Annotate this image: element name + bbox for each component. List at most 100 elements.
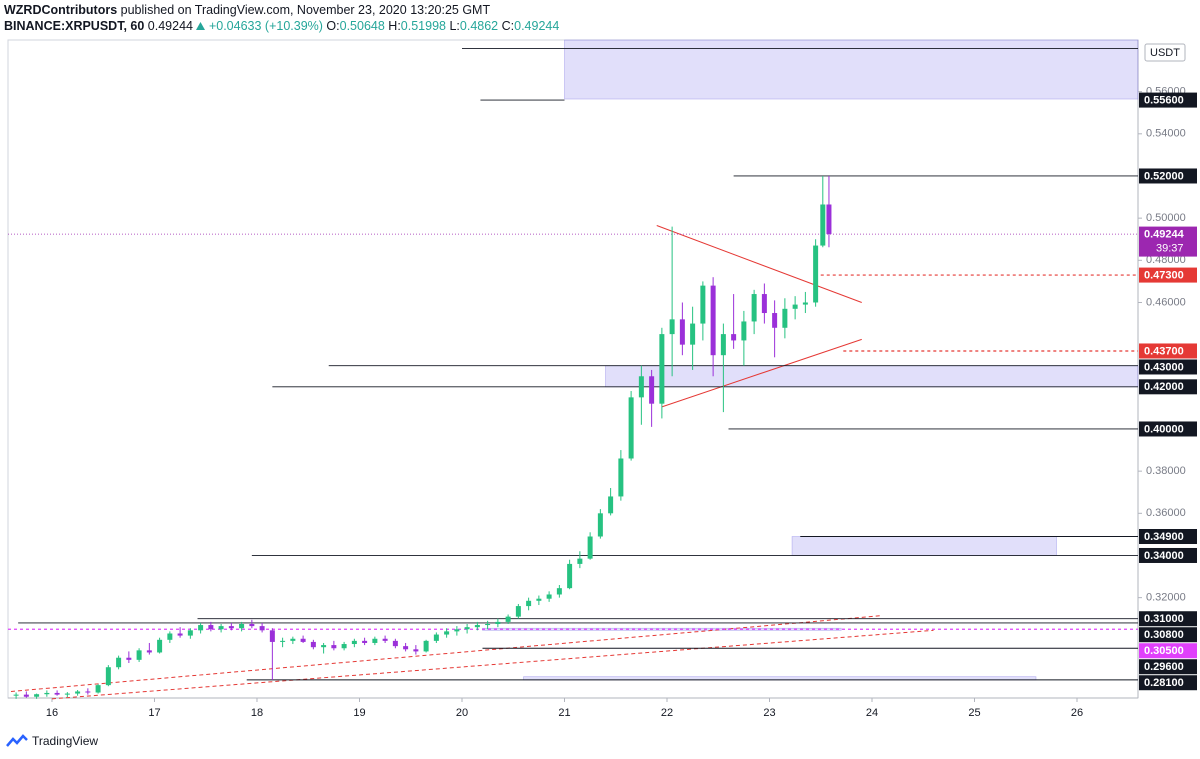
candle-body <box>454 629 460 632</box>
ohlc-label: L: <box>449 19 460 33</box>
level-label: 0.47300 <box>1144 269 1184 281</box>
candle-body <box>618 458 624 497</box>
candle-body <box>392 640 398 647</box>
candle-body <box>782 308 788 328</box>
candle-body <box>280 640 286 642</box>
x-tick-label: 20 <box>456 707 468 719</box>
level-label: 0.28100 <box>1144 677 1184 689</box>
level-label: 0.55600 <box>1144 94 1184 106</box>
x-tick-label: 26 <box>1071 707 1083 719</box>
candle-body <box>34 694 40 697</box>
candle-body <box>351 640 357 645</box>
y-tick-label: 0.50000 <box>1146 212 1186 224</box>
y-tick-label: 0.32000 <box>1146 592 1186 604</box>
trendline <box>51 629 934 700</box>
last-price: 0.49244 <box>147 19 193 33</box>
candle-body <box>64 693 70 695</box>
zone <box>605 365 1139 388</box>
y-tick-label: 0.36000 <box>1146 507 1186 519</box>
candle-body <box>577 558 583 564</box>
x-tick-label: 19 <box>353 707 365 719</box>
level-label: 0.42000 <box>1144 381 1184 393</box>
candle-body <box>187 630 193 636</box>
candle-body <box>546 594 552 599</box>
up-arrow <box>196 22 206 30</box>
countdown: 39:37 <box>1156 242 1184 254</box>
candle-body <box>628 397 634 459</box>
symbol: BINANCE:XRPUSDT, 60 <box>4 19 145 33</box>
level-label: 0.43000 <box>1144 361 1184 373</box>
candle-body <box>761 294 767 314</box>
ohlc: O:0.50648 H:0.51998 L:0.4862 C:0.49244 <box>326 19 559 33</box>
level-label-bg <box>1139 547 1197 563</box>
y-tick-label: 0.54000 <box>1146 128 1186 140</box>
change: +0.04633 (+10.39%) <box>208 19 323 33</box>
level-label: 0.52000 <box>1144 170 1184 182</box>
logo <box>6 734 28 747</box>
candle-body <box>433 634 439 641</box>
candle-body <box>75 691 81 694</box>
level-label-bg <box>1139 421 1197 437</box>
candle-body <box>792 304 798 309</box>
level-label: 0.29600 <box>1144 661 1184 673</box>
candle-body <box>331 645 337 649</box>
x-tick-label: 23 <box>763 707 775 719</box>
candle-body <box>690 323 696 345</box>
candle-body <box>13 694 19 696</box>
candle-body <box>649 376 655 404</box>
price-label-bg <box>1139 226 1197 257</box>
level-label: 0.40000 <box>1144 423 1184 435</box>
candle-body <box>413 649 419 652</box>
candle-body <box>710 285 716 356</box>
candle-body <box>126 657 132 660</box>
candle-body <box>228 626 234 629</box>
level-label-bg <box>1139 267 1197 283</box>
zone <box>523 676 1037 681</box>
ohlc-value: 0.51998 <box>400 19 446 33</box>
candle-body <box>85 691 91 693</box>
candle-body <box>136 650 142 660</box>
candle-body <box>659 334 665 404</box>
x-tick-label: 25 <box>968 707 980 719</box>
author: WZRDContributors <box>4 3 118 17</box>
candle-body <box>382 638 388 641</box>
candle-body <box>269 630 275 642</box>
candle-body <box>495 621 501 624</box>
x-tick-label: 24 <box>866 707 878 719</box>
price-label: 0.49244 <box>1144 228 1185 240</box>
candle-body <box>485 623 491 626</box>
candle-body <box>505 616 511 622</box>
level-label: 0.34900 <box>1144 531 1184 543</box>
level-label: 0.34000 <box>1144 550 1184 562</box>
y-tick-label: 0.46000 <box>1146 296 1186 308</box>
candle-body <box>300 638 306 642</box>
candle-body <box>669 319 675 335</box>
candle-body <box>731 334 737 341</box>
candle-body <box>802 302 808 305</box>
candle-body <box>239 623 245 629</box>
level-label-bg <box>1139 627 1197 643</box>
ohlc-label: H: <box>388 19 401 33</box>
candle-body <box>208 625 214 630</box>
candle-body <box>372 638 378 643</box>
candle-body <box>813 245 819 303</box>
candle-body <box>44 692 50 695</box>
candle-body <box>167 633 173 640</box>
level-label: 0.30500 <box>1144 645 1184 657</box>
level-label: 0.43700 <box>1144 345 1184 357</box>
candle-body <box>321 645 327 648</box>
level-label-bg <box>1139 675 1197 691</box>
currency: USDT <box>1150 47 1180 59</box>
candle-body <box>198 625 204 631</box>
candle-body <box>423 640 429 652</box>
candle-body <box>464 627 470 630</box>
candle-body <box>679 319 685 345</box>
candle-body <box>362 640 368 643</box>
candle-body <box>444 631 450 635</box>
header: WZRDContributors published on TradingVie… <box>4 2 559 34</box>
candle-body <box>116 657 122 668</box>
trendline <box>656 225 862 303</box>
zone <box>564 39 1139 100</box>
